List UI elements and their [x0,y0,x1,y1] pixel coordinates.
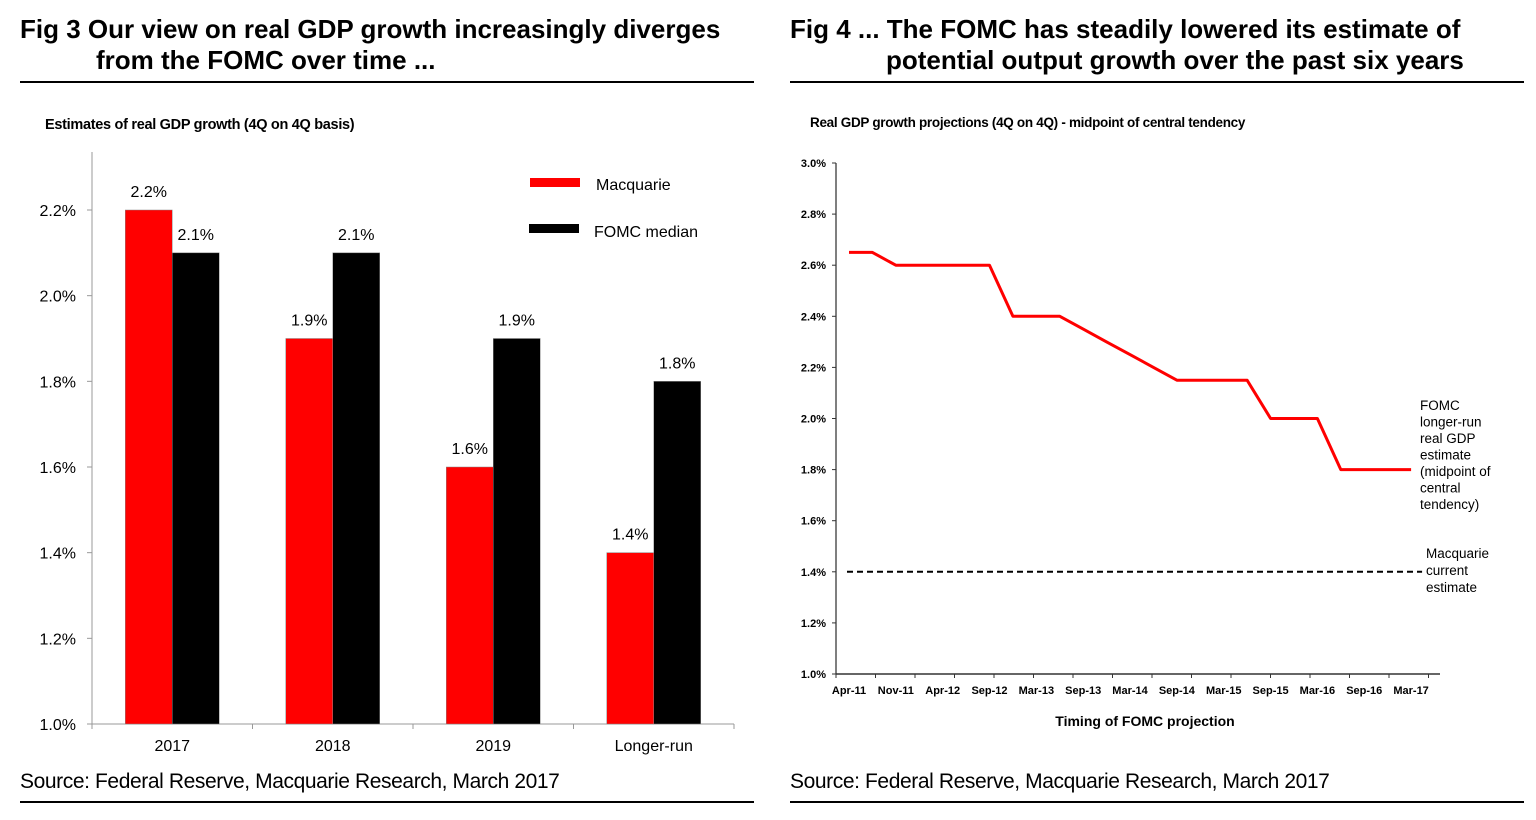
y-tick-label: 2.0% [40,289,76,306]
bar-chart: 1.0% 1.2% 1.4% 1.6% 1.8% 2.0% 2.2% 2.2% 2.1% 2017… [40,152,735,755]
x-tick-label: 2018 [315,738,351,755]
bar-chart-title: Estimates of real GDP growth (4Q on 4Q b… [45,117,355,133]
macquarie-annotation-line: estimate [1426,580,1477,595]
macquarie-annotation-line: current [1426,563,1468,578]
y-tick-label: 3.0% [801,158,826,170]
bar-fomc [653,381,701,725]
x-tick-label: Sep-16 [1346,685,1382,697]
figure-4-title-line2: potential output growth over the past si… [886,45,1464,75]
x-tick-label: Mar-15 [1206,685,1241,697]
figure-3-source-rule [20,801,754,803]
bar-fomc [172,252,220,725]
y-tick-label: 1.6% [40,460,76,477]
bar-macquarie [606,552,654,725]
bar-data-label: 1.9% [291,313,327,330]
x-tick-label: Sep-15 [1253,685,1289,697]
legend-swatch-fomc [529,224,579,233]
x-tick-label: 2019 [475,738,511,755]
fomc-annotation-line: tendency) [1420,497,1479,512]
figure-3-source: Source: Federal Reserve, Macquarie Resea… [20,770,560,793]
y-tick-label: 1.6% [801,516,826,528]
y-tick-label: 2.2% [801,362,826,374]
legend-label-fomc: FOMC median [594,224,698,241]
fomc-annotation-line: central [1420,481,1461,496]
x-tick-label: Longer-run [615,738,693,755]
bar-fomc [332,252,380,725]
y-tick-label: 2.6% [801,260,826,272]
figure-4-panel: Fig 4 ... The FOMC has steadily lowered … [790,0,1524,820]
x-tick-label: 2017 [154,738,190,755]
x-tick-label: Mar-13 [1019,685,1054,697]
x-tick-label: Nov-11 [878,685,914,697]
figure-3-title-line1: Fig 3 Our view on real GDP growth increa… [20,14,721,44]
figure-4-title-line1: Fig 4 ... The FOMC has steadily lowered … [790,14,1461,44]
x-tick-label: Apr-11 [832,685,866,697]
y-tick-label: 1.4% [801,567,826,579]
figure-3-title: Fig 3 Our view on real GDP growth increa… [20,14,754,76]
y-tick-label: 2.8% [801,209,826,221]
macquarie-annotation-line: Macquarie [1426,546,1489,561]
y-tick-label: 2.4% [801,311,826,323]
figure-4-source-rule [790,801,1524,803]
bar-macquarie [446,466,494,725]
x-tick-label: Sep-13 [1065,685,1101,697]
bar-macquarie [285,338,333,725]
line-chart: 1.0% 1.2% 1.4% 1.6% 1.8% 2.0% 2.2% 2.4% 2.6% 2.8%… [801,158,1491,729]
x-axis-title: Timing of FOMC projection [1055,713,1234,729]
x-tick-label: Mar-16 [1300,685,1335,697]
line-chart-title: Real GDP growth projections (4Q on 4Q) -… [810,115,1246,130]
fomc-annotation-line: real GDP [1420,431,1476,446]
figure-4-title: Fig 4 ... The FOMC has steadily lowered … [790,14,1524,76]
bar-data-label: 1.4% [612,527,648,544]
bar-data-label: 2.1% [338,227,374,244]
bar-macquarie [125,209,173,725]
x-tick-label: Mar-17 [1393,685,1428,697]
bar-fomc [493,338,541,725]
fomc-line [849,250,1412,472]
bar-data-label: 1.6% [452,441,488,458]
legend-swatch-macquarie [530,178,580,187]
y-tick-label: 1.8% [801,465,826,477]
y-tick-label: 1.2% [40,631,76,648]
bar-data-label: 1.8% [659,355,695,372]
y-tick-label: 1.2% [801,618,826,630]
y-tick-label: 1.8% [40,374,76,391]
bar-data-label: 2.1% [178,227,214,244]
x-tick-label: Mar-14 [1112,685,1148,697]
y-tick-label: 1.4% [40,546,76,563]
fomc-annotation-line: (midpoint of [1420,464,1491,479]
figure-4-title-rule [790,81,1524,83]
x-tick-label: Sep-12 [971,685,1007,697]
fomc-annotation-line: longer-run [1420,415,1482,430]
fomc-annotation-line: estimate [1420,448,1471,463]
figure-3-title-rule [20,81,754,83]
fomc-annotation-line: FOMC [1420,398,1460,413]
x-tick-label: Apr-12 [925,685,960,697]
y-tick-label: 1.0% [40,717,76,734]
figure-4-source: Source: Federal Reserve, Macquarie Resea… [790,770,1330,793]
figure-3-title-line2: from the FOMC over time ... [96,45,436,75]
y-tick-label: 2.2% [40,203,76,220]
y-tick-label: 1.0% [801,669,826,681]
x-tick-label: Sep-14 [1159,685,1196,697]
bar-data-label: 1.9% [499,313,535,330]
figure-3-panel: Fig 3 Our view on real GDP growth increa… [20,0,754,820]
y-tick-label: 2.0% [801,414,826,426]
legend-label-macquarie: Macquarie [596,177,671,194]
bar-data-label: 2.2% [131,184,167,201]
